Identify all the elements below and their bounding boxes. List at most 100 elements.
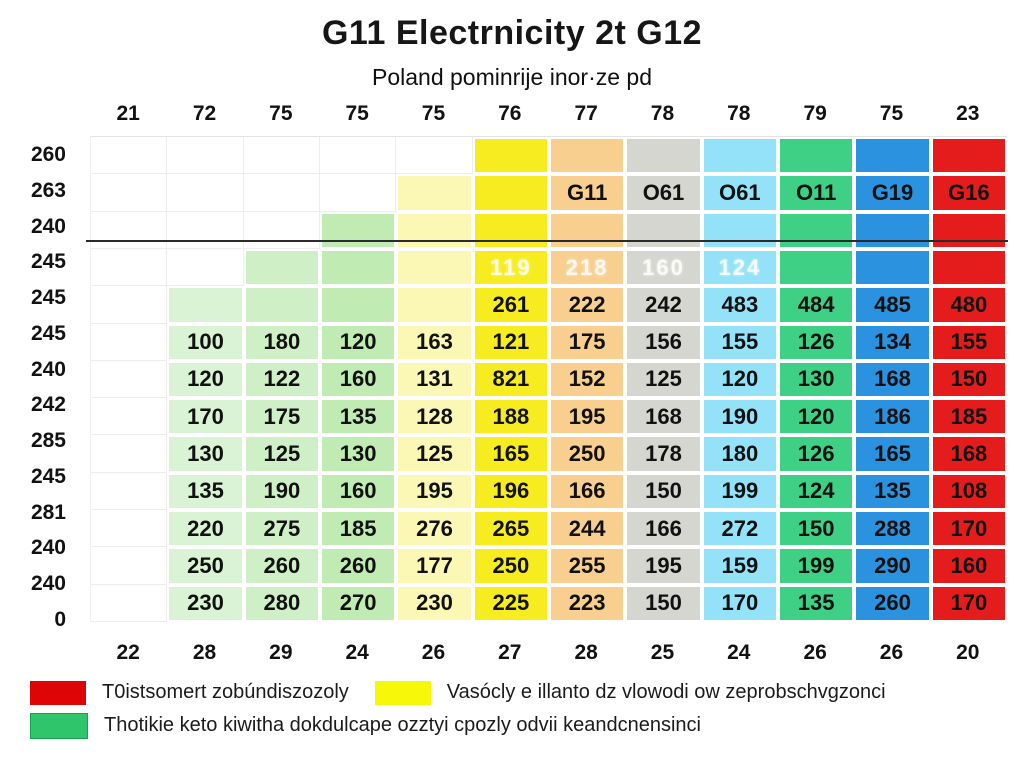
grid-cell [396, 286, 473, 324]
grid-cell: 195 [549, 398, 626, 436]
grid-cell: 121 [472, 323, 549, 361]
grid-cell: 152 [549, 360, 626, 399]
grid-cell: 126 [778, 435, 855, 473]
grid-cell: 134 [854, 323, 931, 361]
grid-cell: 163 [396, 323, 473, 361]
grid-cell: 135 [854, 472, 931, 511]
grid-cell: 130 [167, 435, 244, 473]
bottom-axis-label: 26 [879, 641, 904, 664]
grid-cell [854, 211, 931, 249]
grid-cell: 124 [701, 248, 778, 287]
grid-cell: 150 [625, 584, 702, 622]
grid-cell: 260 [320, 547, 397, 585]
grid-cell: 160 [930, 547, 1007, 585]
grid-cell [930, 248, 1007, 287]
grid-cell [91, 211, 168, 249]
bottom-axis-label: 26 [803, 641, 827, 664]
grid-cell [930, 137, 1007, 175]
grid-cell: 165 [472, 435, 549, 473]
grid-cell [91, 398, 168, 436]
grid-cell: 122 [243, 360, 320, 399]
top-axis-label: 76 [498, 102, 522, 125]
grid-cell: 230 [167, 584, 244, 622]
grid-cell [472, 137, 549, 175]
grid-cell: 250 [167, 547, 244, 585]
left-axis-label: 240 [30, 536, 66, 560]
grid-cell: 160 [320, 360, 397, 399]
grid-cell: 150 [778, 510, 855, 548]
bottom-axis-label: 29 [269, 641, 293, 664]
grid-cell: 168 [625, 398, 702, 436]
grid-cell [167, 174, 244, 212]
grid-cell: 124 [778, 472, 855, 511]
legend-swatch [30, 680, 86, 705]
grid-cell [320, 286, 397, 324]
bottom-axis: 22 28 29 24 26 27 28 25 24 26 26 20 [90, 641, 1006, 665]
grid-cell: 485 [854, 286, 931, 324]
grid-cell: 218 [549, 248, 626, 287]
legend-label: T0istsomert zobúndiszozoly [102, 681, 349, 703]
top-axis-label: 75 [345, 102, 369, 125]
grid-cell: 190 [243, 472, 320, 511]
grid-cell: 135 [320, 398, 397, 436]
grid-cell [320, 174, 397, 212]
grid-cell: 125 [243, 435, 320, 473]
grid-cell: 195 [625, 547, 702, 585]
grid-cell: 178 [625, 435, 702, 473]
left-axis-label: 245 [30, 321, 66, 345]
grid-cell [854, 248, 931, 287]
grid-cell [167, 211, 244, 249]
grid-cell: 159 [701, 547, 778, 585]
grid-cell: 130 [778, 360, 855, 399]
grid-cell: 260 [243, 547, 320, 585]
grid-cell: 135 [778, 584, 855, 622]
grid-cell [91, 174, 168, 212]
grid-cell: 166 [549, 472, 626, 511]
bottom-axis-label: 28 [192, 641, 217, 664]
left-axis-label: 240 [30, 357, 66, 381]
bottom-axis-label: 26 [421, 641, 446, 664]
legend-swatch [374, 680, 431, 705]
grid-cell [854, 137, 931, 175]
grid-cell [549, 211, 626, 249]
grid-cell: 483 [701, 286, 778, 324]
grid-cell: 225 [472, 584, 549, 622]
grid-cell [396, 248, 473, 287]
grid-cell: 166 [625, 510, 702, 548]
legend-label: Thotikie keto kiwitha dokdulcape ozztyi … [104, 714, 701, 736]
grid-cell: 821 [472, 360, 549, 399]
grid-cell [91, 286, 168, 324]
grid-cell: 288 [854, 510, 931, 548]
grid-cell: 128 [396, 398, 473, 436]
grid-cell [396, 174, 473, 212]
bottom-axis-label: 28 [574, 641, 598, 664]
grid-cell [167, 137, 244, 175]
grid-cell: 168 [854, 360, 931, 399]
grid-cell [549, 137, 626, 175]
grid-cell: 131 [396, 360, 473, 399]
grid-cell: 261 [472, 286, 549, 324]
grid-cell: 255 [549, 547, 626, 585]
grid-cell [91, 510, 168, 548]
grid-cell: 170 [930, 584, 1007, 622]
legend-swatch [30, 712, 88, 739]
grid-cell [701, 137, 778, 175]
grid-cell [243, 174, 320, 212]
grid-cell [91, 360, 168, 399]
grid-cell: 190 [701, 398, 778, 436]
grid-cell: 188 [472, 398, 549, 436]
grid-cell [91, 584, 168, 622]
grid-cell: 195 [396, 472, 473, 511]
grid-cell [243, 211, 320, 249]
grid-cell [472, 174, 549, 212]
grid-cell [243, 137, 320, 175]
legend-row: Thotikie keto kiwitha dokdulcape ozztyi … [30, 709, 1010, 742]
grid-cell: 125 [625, 360, 702, 399]
legend-row: T0istsomert zobúndiszozoly Vasócly e illa… [30, 676, 1010, 709]
left-axis-label: 263 [30, 178, 66, 202]
grid-cell [167, 286, 244, 324]
grid-cell: 120 [778, 398, 855, 436]
grid-cell: 185 [320, 510, 397, 548]
grid-cell: 180 [243, 323, 320, 361]
grid-cell: 230 [396, 584, 473, 622]
